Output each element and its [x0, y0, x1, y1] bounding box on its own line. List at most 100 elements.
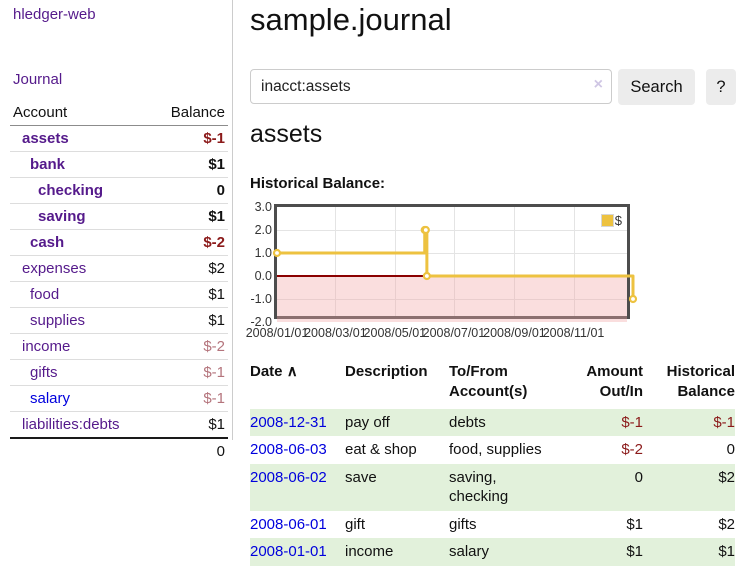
data-point-marker [422, 271, 431, 281]
sidebar: hledger-web Journal Account Balance asse… [0, 0, 233, 460]
register-row: 2008-12-31 pay off debts $-1 $-1 [250, 408, 735, 436]
x-axis-tick-label: 2008/03/01 [304, 326, 367, 340]
y-axis-tick-label: 3.0 [254, 200, 272, 214]
transaction-balance: 0 [726, 441, 735, 458]
search-input[interactable] [250, 69, 612, 104]
transaction-balance: $1 [718, 543, 735, 560]
transaction-description: gift [345, 515, 366, 533]
chart-label: Historical Balance: [250, 175, 386, 192]
balance-chart: 3.0 2.0 1.0 0.0 -1.0 -2.0 $ 2008/01/01 2008/03… [246, 200, 742, 349]
register-header-amount: Amount Out/In [586, 363, 643, 401]
accounts-table: Account Balance assets $-1 bank $1 check… [10, 101, 228, 464]
account-link[interactable]: bank [30, 156, 66, 173]
transaction-date-link[interactable]: 2008-12-31 [250, 413, 327, 431]
transaction-date-link[interactable]: 2008-06-03 [250, 441, 327, 458]
account-balance: $-2 [150, 229, 228, 256]
account-row-cash: cash $-2 [10, 229, 228, 256]
sort-ascending-icon[interactable]: ∧ [286, 363, 298, 380]
account-row-supplies: supplies $1 [10, 307, 228, 334]
accounts-header-row: Account Balance [10, 101, 228, 126]
help-button[interactable]: ? [706, 69, 736, 105]
account-row-bank: bank $1 [10, 151, 228, 178]
chart-plot-area: $ [272, 204, 638, 322]
data-point-marker [272, 248, 282, 258]
account-row-gifts: gifts $-1 [10, 359, 228, 386]
y-axis-tick-label: -1.0 [250, 292, 272, 306]
transaction-date-link[interactable]: 2008-01-01 [250, 543, 327, 560]
search-form: × Search ? [250, 69, 742, 105]
transaction-amount: $1 [626, 543, 643, 560]
y-axis-tick-label: -2.0 [250, 315, 272, 329]
account-row-income: income $-2 [10, 333, 228, 360]
account-row-expenses: expenses $2 [10, 255, 228, 282]
account-balance: $1 [150, 307, 228, 334]
register-header-balance: Historical Balance [666, 363, 735, 401]
register-row: 2008-06-02 save saving, checking 0 $2 [250, 463, 735, 511]
y-axis-tick-label: 0.0 [254, 269, 272, 283]
x-axis-tick-label: 2008/11/01 [542, 326, 605, 340]
y-axis-tick-label: 1.0 [254, 246, 272, 260]
x-axis-labels: 2008/01/01 2008/03/01 2008/05/01 2008/07/01… [246, 326, 742, 342]
register-row: 2008-06-03 eat & shop food, supplies $-2… [250, 436, 735, 464]
account-link[interactable]: checking [38, 182, 104, 199]
account-balance: $-2 [150, 333, 228, 360]
account-link[interactable]: liabilities:debts [22, 416, 120, 433]
accounts-total-value: 0 [216, 443, 225, 460]
transaction-balance: $2 [718, 468, 735, 486]
search-button[interactable]: Search [618, 69, 695, 105]
account-link[interactable]: assets [22, 130, 69, 147]
register-row: 2008-06-01 gift gifts $1 $2 [250, 511, 735, 539]
transaction-accounts: debts [449, 413, 486, 431]
account-link[interactable]: cash [30, 234, 65, 251]
account-row-salary: salary $-1 [10, 385, 228, 412]
legend-swatch-icon [600, 214, 614, 227]
y-axis-labels: 3.0 2.0 1.0 0.0 -1.0 -2.0 [240, 200, 272, 329]
transaction-amount: 0 [634, 468, 643, 486]
chart-legend: $ [598, 212, 624, 229]
account-balance: 0 [150, 177, 228, 204]
register-header-row: Date ∧ Description To/From Account(s) Am… [250, 358, 735, 409]
transaction-description: income [345, 543, 394, 560]
clear-search-icon[interactable]: × [593, 76, 603, 93]
account-link[interactable]: income [22, 338, 71, 355]
app-title-link[interactable]: hledger-web [13, 6, 96, 23]
transaction-description: pay off [345, 413, 390, 431]
register-row: 2008-01-01 income salary $1 $1 [250, 538, 735, 566]
transaction-balance: $2 [718, 515, 735, 533]
y-axis-tick-label: 2.0 [254, 223, 272, 237]
transaction-accounts: gifts [449, 515, 477, 533]
account-link[interactable]: saving [38, 208, 86, 225]
account-link[interactable]: supplies [30, 312, 86, 329]
account-link[interactable]: expenses [22, 260, 87, 277]
transaction-accounts: salary [449, 543, 490, 560]
transaction-accounts: food, supplies [449, 441, 542, 458]
account-balance: $1 [150, 203, 228, 230]
register-table: Date ∧ Description To/From Account(s) Am… [250, 358, 735, 566]
register-header-date[interactable]: Date ∧ [250, 358, 345, 409]
account-link[interactable]: gifts [30, 364, 58, 381]
account-link[interactable]: salary [30, 390, 71, 407]
x-axis-tick-label: 2008/01/01 [245, 326, 309, 340]
account-row-checking: checking 0 [10, 177, 228, 204]
sidebar-item-journal[interactable]: Journal [13, 71, 63, 88]
main-content: sample.journal × Search ? assets Histori… [246, 0, 742, 582]
x-axis-tick-label: 2008/05/01 [363, 326, 427, 340]
negative-region-fill [277, 276, 627, 322]
legend-label: $ [614, 213, 622, 228]
transaction-description: save [345, 468, 377, 486]
account-balance: $1 [150, 151, 228, 178]
page-title: sample.journal [250, 2, 452, 37]
transaction-date-link[interactable]: 2008-06-02 [250, 468, 327, 486]
transaction-amount: $-1 [621, 413, 643, 431]
accounts-total-row: 0 [10, 438, 228, 464]
data-point-marker [628, 294, 638, 304]
account-row-assets: assets $-1 [10, 125, 228, 152]
x-axis-tick-label: 2008/09/01 [483, 326, 546, 340]
transaction-date-link[interactable]: 2008-06-01 [250, 515, 327, 533]
account-row-liabilities-debts: liabilities:debts $1 [10, 411, 228, 439]
account-balance: $2 [150, 255, 228, 282]
account-link[interactable]: food [30, 286, 60, 303]
register-header-accounts: To/From Account(s) [449, 363, 528, 401]
transaction-amount: $-2 [621, 441, 643, 458]
data-point-marker [421, 225, 430, 235]
